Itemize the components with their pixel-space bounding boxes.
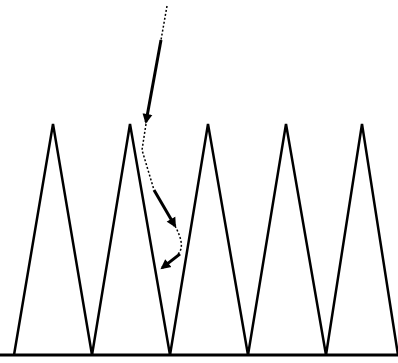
incident-ray-dotted-tail	[160, 5, 168, 41]
reflected-ray-arrow-2	[160, 252, 181, 270]
incident-ray-arrow	[142, 39, 163, 124]
reflected-ray-arrow-1	[152, 189, 177, 228]
reflected-ray-dotted-path-2	[174, 225, 183, 255]
sawtooth-surface	[12, 123, 398, 356]
reflected-ray-dotted-path-1	[141, 123, 155, 191]
